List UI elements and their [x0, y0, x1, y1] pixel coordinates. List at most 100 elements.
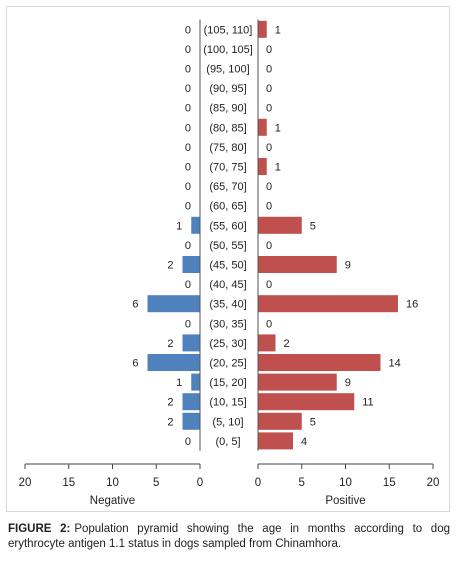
- negative-x-tick-label: 5: [153, 477, 159, 489]
- positive-value-label: 0: [266, 83, 272, 95]
- positive-value-label: 1: [275, 162, 281, 174]
- positive-value-label: 11: [362, 397, 373, 409]
- negative-value-label: 6: [132, 299, 138, 311]
- negative-x-tick-label: 0: [197, 477, 203, 489]
- positive-x-tick-label: 0: [255, 477, 261, 489]
- positive-bar: [258, 334, 276, 352]
- positive-x-tick-label: 10: [339, 477, 352, 489]
- negative-value-label: 0: [185, 162, 191, 174]
- category-label: (10, 15]: [209, 397, 246, 409]
- category-label: (55, 60]: [209, 220, 246, 232]
- positive-bar: [258, 412, 302, 430]
- positive-bar: [258, 354, 381, 371]
- negative-x-tick-label: 10: [106, 477, 119, 489]
- positive-bar: [258, 432, 293, 450]
- negative-value-label: 0: [185, 318, 191, 330]
- positive-value-label: 2: [284, 338, 290, 350]
- negative-value-label: 1: [176, 377, 182, 389]
- positive-value-label: 9: [345, 377, 351, 389]
- category-label: (60, 65]: [209, 201, 246, 213]
- positive-bar: [258, 158, 267, 175]
- positive-x-tick-label: 20: [427, 477, 440, 489]
- negative-bar: [147, 354, 200, 371]
- positive-value-label: 0: [266, 142, 272, 154]
- positive-x-tick-label: 15: [383, 477, 396, 489]
- negative-value-label: 0: [185, 142, 191, 154]
- negative-value-label: 0: [185, 64, 191, 76]
- negative-value-label: 0: [185, 44, 191, 56]
- positive-value-label: 0: [266, 279, 272, 291]
- negative-value-label: 1: [176, 220, 182, 232]
- negative-bar: [191, 216, 200, 234]
- positive-x-tick-label: 5: [299, 477, 305, 489]
- positive-value-label: 0: [266, 44, 272, 56]
- negative-value-label: 0: [185, 83, 191, 95]
- positive-value-label: 1: [275, 122, 281, 134]
- positive-value-label: 0: [266, 103, 272, 115]
- category-label: (35, 40]: [209, 299, 246, 311]
- figure-caption-text: Population pyramid showing the age in mo…: [8, 523, 450, 550]
- category-label: (15, 20]: [209, 377, 246, 389]
- positive-value-label: 0: [266, 201, 272, 213]
- negative-value-label: 2: [167, 397, 173, 409]
- negative-value-label: 0: [185, 103, 191, 115]
- category-label: (0, 5]: [215, 436, 240, 448]
- category-label: (90, 95]: [209, 83, 246, 95]
- negative-bar: [191, 373, 200, 391]
- positive-value-label: 16: [406, 299, 418, 311]
- negative-x-tick-label: 15: [62, 477, 75, 489]
- category-label: (45, 50]: [209, 260, 246, 272]
- negative-bar: [182, 334, 200, 352]
- positive-value-label: 9: [345, 260, 351, 272]
- figure-caption-label: FIGURE 2:: [8, 523, 71, 535]
- negative-value-label: 0: [185, 181, 191, 193]
- negative-value-label: 2: [167, 260, 173, 272]
- negative-bar: [182, 393, 200, 411]
- negative-value-label: 0: [185, 201, 191, 213]
- negative-value-label: 0: [185, 279, 191, 291]
- category-label: (30, 35]: [209, 318, 246, 330]
- category-label: (5, 10]: [212, 416, 243, 428]
- positive-value-label: 14: [389, 358, 401, 370]
- negative-value-label: 0: [185, 436, 191, 448]
- category-label: (70, 75]: [209, 162, 246, 174]
- positive-value-label: 5: [310, 220, 316, 232]
- negative-bar: [147, 295, 200, 313]
- category-label: (40, 45]: [209, 279, 246, 291]
- positive-bar: [258, 295, 398, 313]
- positive-bar: [258, 118, 267, 136]
- negative-value-label: 2: [167, 416, 173, 428]
- negative-value-label: 0: [185, 24, 191, 36]
- category-label: (100, 105]: [203, 44, 253, 56]
- negative-axis-title: Negative: [90, 495, 135, 507]
- positive-value-label: 0: [266, 181, 272, 193]
- negative-value-label: 6: [132, 358, 138, 370]
- positive-value-label: 4: [301, 436, 307, 448]
- positive-bar: [258, 393, 355, 411]
- category-label: (65, 70]: [209, 181, 246, 193]
- negative-value-label: 0: [185, 122, 191, 134]
- positive-bar: [258, 373, 337, 391]
- category-label: (50, 55]: [209, 240, 246, 252]
- category-label: (105, 110]: [204, 24, 253, 36]
- population-pyramid-chart: (0, 5]0 4(5, 10]2 5(10, 15]2 11(15, 20]1 9(2…: [19, 19, 440, 507]
- positive-value-label: 5: [310, 416, 316, 428]
- positive-value-label: 1: [275, 24, 281, 36]
- positive-value-label: 0: [266, 240, 272, 252]
- negative-bar: [182, 412, 200, 430]
- positive-bar: [258, 216, 302, 234]
- negative-value-label: 0: [185, 240, 191, 252]
- positive-value-label: 0: [266, 318, 272, 330]
- category-label: (20, 25]: [209, 358, 246, 370]
- figure-caption: FIGURE 2: Population pyramid showing the …: [8, 522, 450, 552]
- positive-bar: [258, 20, 267, 38]
- positive-axis-title: Positive: [325, 495, 365, 507]
- positive-bar: [258, 256, 337, 273]
- negative-x-tick-label: 20: [19, 477, 32, 489]
- category-label: (75, 80]: [209, 142, 246, 154]
- category-label: (95, 100]: [206, 64, 249, 76]
- category-label: (25, 30]: [209, 338, 246, 350]
- negative-value-label: 2: [167, 338, 173, 350]
- figure-frame: [6, 6, 450, 512]
- negative-bar: [182, 256, 200, 273]
